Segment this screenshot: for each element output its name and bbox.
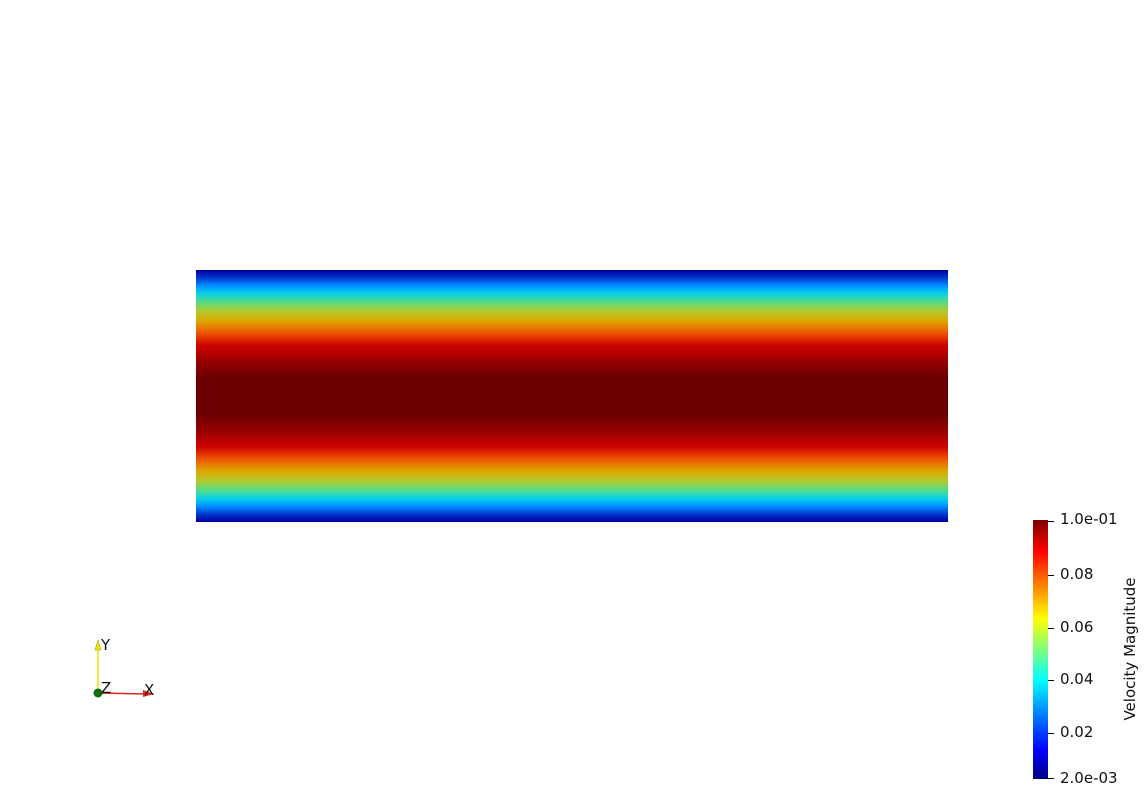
colorbar-tick — [1048, 575, 1054, 576]
colorbar-tick-label: 0.04 — [1060, 670, 1094, 688]
colorbar-tick-label: 0.02 — [1060, 723, 1094, 741]
colorbar-tick — [1048, 733, 1054, 734]
colorbar-tick-label: 2.0e-03 — [1060, 769, 1118, 787]
colorbar-tick-label: 0.08 — [1060, 565, 1094, 583]
orientation-axes-widget: Y Z X — [85, 630, 165, 705]
colorbar-tick-label: 0.06 — [1060, 618, 1094, 636]
x-axis-label: X — [144, 681, 155, 699]
z-axis-label: Z — [101, 679, 112, 697]
colorbar-tick — [1048, 628, 1054, 629]
colorbar-tick — [1048, 521, 1054, 522]
color-legend-bar — [1033, 520, 1048, 779]
velocity-field-plot — [196, 270, 948, 522]
colorbar-title: Velocity Magnitude — [1121, 577, 1139, 721]
colorbar-tick — [1048, 680, 1054, 681]
axes-triad-icon — [93, 639, 154, 698]
colorbar-tick — [1048, 778, 1054, 779]
colorbar-tick-label: 1.0e-01 — [1060, 510, 1118, 528]
y-axis-label: Y — [101, 636, 111, 654]
